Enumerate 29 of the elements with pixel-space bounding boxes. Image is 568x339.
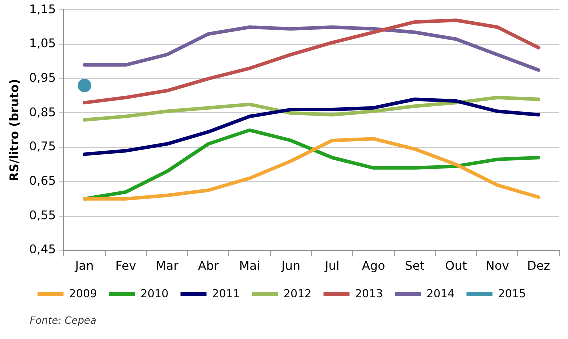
y-tick-label: 0,65 <box>29 174 56 188</box>
legend-label: 2011 <box>212 287 240 300</box>
x-tick-label: Set <box>405 258 426 273</box>
x-tick-label: Out <box>445 258 468 273</box>
legend-label: 2014 <box>426 287 455 300</box>
y-tick-label: 0,55 <box>29 208 56 222</box>
legend-label: 2009 <box>69 287 98 300</box>
legend-label: 2010 <box>140 287 169 300</box>
legend-label: 2013 <box>355 287 384 300</box>
x-tick-label: Dez <box>527 258 550 273</box>
x-tick-label: Mar <box>156 258 179 273</box>
legend-label: 2012 <box>284 287 312 300</box>
y-tick-label: 0,85 <box>29 105 56 120</box>
y-tick-label: 0,75 <box>29 140 56 154</box>
x-tick-label: Mai <box>239 258 260 273</box>
x-tick-label: Jul <box>324 258 340 273</box>
legend-label: 2015 <box>498 287 526 300</box>
y-axis-title: RS/litro (bruto) <box>7 79 22 182</box>
x-tick-label: Nov <box>486 258 510 273</box>
x-tick-label: Fev <box>116 258 136 273</box>
y-tick-label: 0,95 <box>29 71 56 86</box>
x-tick-label: Jun <box>280 258 301 273</box>
source-note: Fonte: Cepea <box>30 316 97 327</box>
y-tick-label: 1,15 <box>29 2 56 16</box>
y-tick-label: 1,05 <box>29 36 56 51</box>
y-tick-label: 0,45 <box>29 242 56 257</box>
x-tick-label: Jan <box>74 258 94 273</box>
x-tick-label: Abr <box>198 258 220 273</box>
x-tick-label: Ago <box>362 258 386 273</box>
